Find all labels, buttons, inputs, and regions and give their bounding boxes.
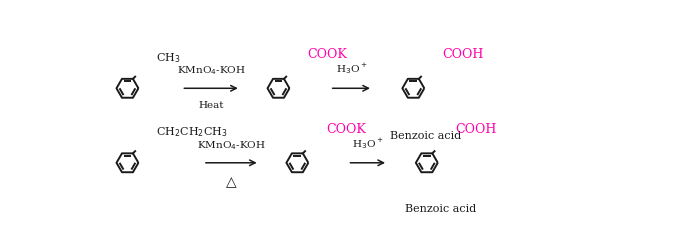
Text: H$_3$O$^+$: H$_3$O$^+$ <box>352 136 383 151</box>
Text: Benzoic acid: Benzoic acid <box>404 204 476 214</box>
Text: COOK: COOK <box>326 122 366 135</box>
Text: CH$_3$: CH$_3$ <box>156 51 181 65</box>
Text: CH$_2$CH$_2$CH$_3$: CH$_2$CH$_2$CH$_3$ <box>156 125 228 139</box>
Text: KMnO$_4$-KOH: KMnO$_4$-KOH <box>177 65 246 77</box>
Text: COOK: COOK <box>307 48 347 61</box>
Text: COOH: COOH <box>455 122 497 135</box>
Text: COOH: COOH <box>442 48 483 61</box>
Text: Benzoic acid: Benzoic acid <box>390 131 461 141</box>
Text: H$_3$O$^+$: H$_3$O$^+$ <box>335 62 367 76</box>
Text: △: △ <box>226 176 237 190</box>
Text: Heat: Heat <box>198 101 224 110</box>
Text: KMnO$_4$-KOH: KMnO$_4$-KOH <box>197 139 266 152</box>
